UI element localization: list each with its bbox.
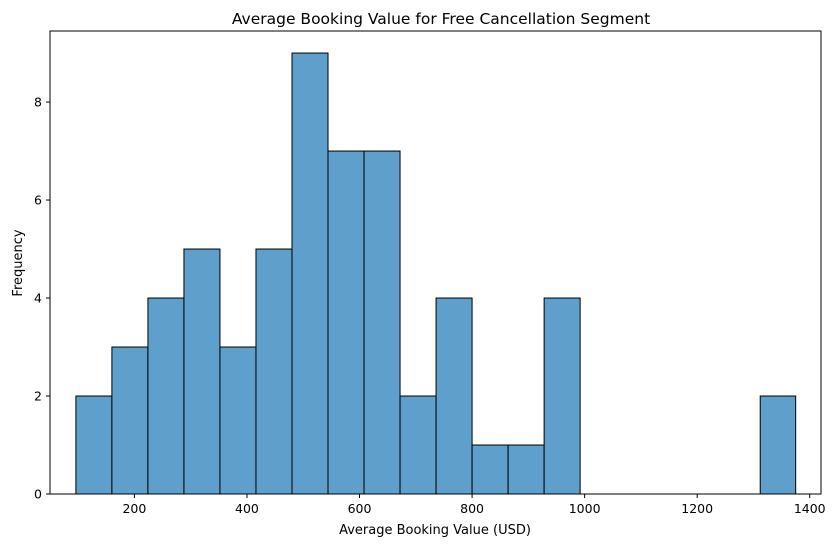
histogram-bar — [75, 395, 113, 495]
x-tick-label: 1400 — [794, 501, 826, 516]
plot-frame — [49, 30, 822, 495]
x-axis: 200 400 600 800 1000 1200 1400 — [122, 494, 826, 516]
x-axis-title: Average Booking Value (USD) — [339, 523, 531, 538]
x-tick-label: 200 — [122, 501, 146, 516]
x-tick-label: 800 — [460, 501, 484, 516]
y-tick-label: 0 — [34, 487, 42, 502]
histogram-bar — [183, 248, 221, 495]
y-tick-label: 2 — [34, 389, 42, 404]
histogram-bar — [327, 150, 365, 495]
histogram-bar — [111, 346, 149, 495]
histogram-bar — [759, 395, 797, 495]
histogram-bar — [507, 444, 545, 495]
bars-group — [75, 52, 797, 495]
chart-title: Average Booking Value for Free Cancellat… — [232, 10, 650, 28]
x-tick-label: 1000 — [569, 501, 601, 516]
histogram-bar — [543, 297, 581, 495]
histogram-bar — [471, 444, 509, 495]
histogram-bar — [363, 150, 401, 495]
y-tick-label: 8 — [34, 95, 42, 110]
histogram-bar — [291, 52, 329, 495]
x-tick-label: 1200 — [681, 501, 713, 516]
histogram-bar — [219, 346, 257, 495]
y-axis-title: Frequency — [11, 229, 26, 296]
histogram-bar — [399, 395, 437, 495]
histogram-bar — [147, 297, 185, 495]
x-tick-label: 400 — [235, 501, 259, 516]
x-tick-label: 600 — [348, 501, 372, 516]
histogram-bar — [255, 248, 293, 495]
y-axis: 0 2 4 6 8 — [34, 95, 50, 502]
y-tick-label: 6 — [34, 193, 42, 208]
histogram-bar — [435, 297, 473, 495]
y-tick-label: 4 — [34, 291, 42, 306]
